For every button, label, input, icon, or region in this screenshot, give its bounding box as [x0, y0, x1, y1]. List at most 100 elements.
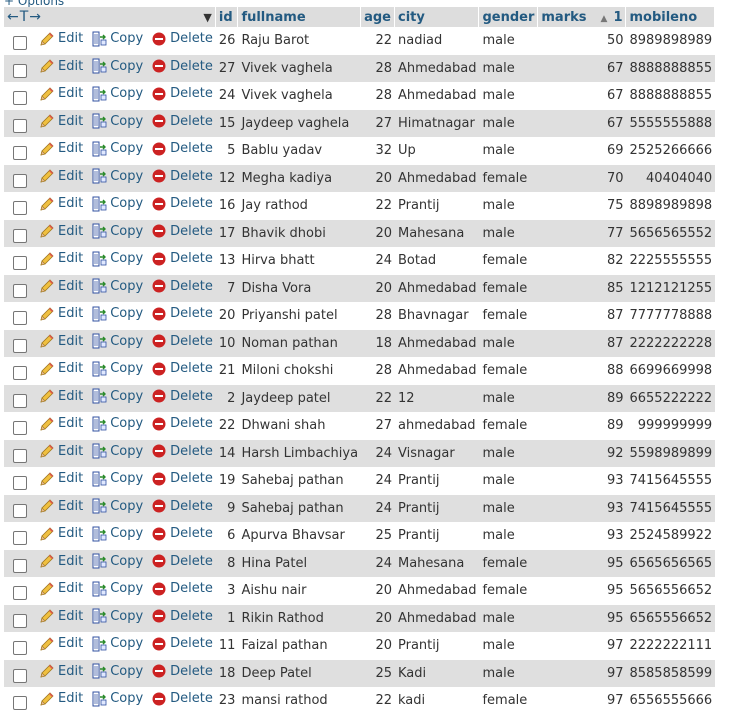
table-row[interactable]: Edit Copy Delete 13 Hirva bhatt 24 Botad female… [4, 247, 716, 275]
cell-mobileno[interactable]: 1212121255 [626, 274, 716, 302]
cell-age[interactable]: 28 [361, 302, 395, 330]
cell-age[interactable]: 24 [361, 247, 395, 275]
edit-link[interactable]: Edit [39, 416, 83, 432]
cell-city[interactable]: Prantij [394, 467, 480, 495]
cell-marks[interactable]: 95 [538, 577, 627, 605]
row-checkbox[interactable] [13, 201, 27, 216]
cell-city[interactable]: Prantij [394, 192, 480, 220]
cell-marks[interactable]: 97 [538, 659, 627, 687]
copy-link[interactable]: Copy [91, 443, 143, 459]
copy-link[interactable]: Copy [91, 471, 143, 487]
row-checkbox[interactable] [13, 366, 27, 381]
cell-id[interactable]: 1 [215, 604, 239, 632]
table-row[interactable]: Edit Copy Delete 14 Harsh Limbachiya 24 Visnag… [4, 439, 716, 467]
cell-city[interactable]: Ahmedabad [394, 54, 480, 82]
cell-id[interactable]: 15 [215, 109, 239, 137]
cell-gender[interactable]: female [479, 549, 539, 577]
table-row[interactable]: Edit Copy Delete 1 Rikin Rathod 20 Ahmedabad ma… [4, 604, 716, 632]
cell-id[interactable]: 23 [215, 687, 239, 715]
copy-link[interactable]: Copy [91, 553, 143, 569]
row-checkbox[interactable] [13, 311, 27, 326]
column-header-city[interactable]: city [394, 7, 480, 27]
cell-marks[interactable]: 70 [538, 164, 627, 192]
cell-marks[interactable]: 93 [538, 467, 627, 495]
cell-id[interactable]: 18 [215, 659, 239, 687]
cell-id[interactable]: 12 [215, 164, 239, 192]
cell-fullname[interactable]: Sahebaj pathan [238, 494, 362, 522]
cell-gender[interactable]: male [479, 82, 539, 110]
cell-fullname[interactable]: Disha Vora [238, 274, 362, 302]
copy-link[interactable]: Copy [91, 581, 143, 597]
cell-id[interactable]: 24 [215, 82, 239, 110]
cell-marks[interactable]: 95 [538, 549, 627, 577]
delete-link[interactable]: Delete [151, 141, 213, 157]
copy-link[interactable]: Copy [91, 663, 143, 679]
delete-link[interactable]: Delete [151, 278, 213, 294]
cell-mobileno[interactable]: 2222222228 [626, 329, 716, 357]
cell-id[interactable]: 9 [215, 494, 239, 522]
cell-gender[interactable]: male [479, 439, 539, 467]
cell-mobileno[interactable]: 999999999 [626, 412, 716, 440]
row-checkbox[interactable] [13, 256, 27, 271]
row-checkbox[interactable] [13, 421, 27, 436]
cell-gender[interactable]: female [479, 247, 539, 275]
table-row[interactable]: Edit Copy Delete 27 Vivek vaghela 28 Ahmedabad… [4, 54, 716, 82]
cell-mobileno[interactable]: 6565556652 [626, 604, 716, 632]
cell-id[interactable]: 7 [215, 274, 239, 302]
cell-city[interactable]: Mahesana [394, 219, 480, 247]
delete-link[interactable]: Delete [151, 196, 213, 212]
copy-link[interactable]: Copy [91, 388, 143, 404]
cell-fullname[interactable]: Faizal pathan [238, 632, 362, 660]
cell-city[interactable]: Ahmedabad [394, 329, 480, 357]
cell-age[interactable]: 25 [361, 659, 395, 687]
table-row[interactable]: Edit Copy Delete 9 Sahebaj pathan 24 Prantij ma… [4, 494, 716, 522]
cell-age[interactable]: 20 [361, 219, 395, 247]
cell-fullname[interactable]: Priyanshi patel [238, 302, 362, 330]
cell-id[interactable]: 27 [215, 54, 239, 82]
cell-mobileno[interactable]: 6699669998 [626, 357, 716, 385]
edit-link[interactable]: Edit [39, 471, 83, 487]
cell-fullname[interactable]: Jay rathod [238, 192, 362, 220]
copy-link[interactable]: Copy [91, 196, 143, 212]
cell-gender[interactable]: male [479, 192, 539, 220]
table-row[interactable]: Edit Copy Delete 20 Priyanshi patel 28 Bhavnag… [4, 302, 716, 330]
cell-marks[interactable]: 67 [538, 109, 627, 137]
cell-gender[interactable]: male [479, 219, 539, 247]
row-checkbox[interactable] [13, 613, 27, 628]
edit-link[interactable]: Edit [39, 526, 83, 542]
cell-id[interactable]: 17 [215, 219, 239, 247]
delete-link[interactable]: Delete [151, 388, 213, 404]
cell-id[interactable]: 19 [215, 467, 239, 495]
cell-city[interactable]: Visnagar [394, 439, 480, 467]
cell-city[interactable]: Ahmedabad [394, 164, 480, 192]
row-checkbox[interactable] [13, 228, 27, 243]
cell-mobileno[interactable]: 5656565552 [626, 219, 716, 247]
cell-fullname[interactable]: Megha kadiya [238, 164, 362, 192]
arrow-right-icon[interactable]: → [29, 9, 42, 25]
cell-gender[interactable]: male [479, 384, 539, 412]
cell-age[interactable]: 18 [361, 329, 395, 357]
edit-link[interactable]: Edit [39, 58, 83, 74]
copy-link[interactable]: Copy [91, 526, 143, 542]
cell-gender[interactable]: male [479, 54, 539, 82]
delete-link[interactable]: Delete [151, 361, 213, 377]
column-header-marks[interactable]: marks ▲ 1 [538, 7, 627, 27]
cell-marks[interactable]: 82 [538, 247, 627, 275]
delete-link[interactable]: Delete [151, 58, 213, 74]
cell-mobileno[interactable]: 2225555555 [626, 247, 716, 275]
delete-link[interactable]: Delete [151, 251, 213, 267]
delete-link[interactable]: Delete [151, 86, 213, 102]
arrow-left-icon[interactable]: ← [7, 9, 19, 25]
edit-link[interactable]: Edit [39, 168, 83, 184]
cell-gender[interactable]: female [479, 164, 539, 192]
cell-age[interactable]: 32 [361, 137, 395, 165]
table-row[interactable]: Edit Copy Delete 12 Megha kadiya 20 Ahmedabad f… [4, 164, 716, 192]
table-row[interactable]: Edit Copy Delete 6 Apurva Bhavsar 25 Prantij ma… [4, 522, 716, 550]
cell-marks[interactable]: 85 [538, 274, 627, 302]
cell-fullname[interactable]: Noman pathan [238, 329, 362, 357]
cell-mobileno[interactable]: 8989898989 [626, 27, 716, 55]
cell-marks[interactable]: 75 [538, 192, 627, 220]
cell-mobileno[interactable]: 5656556652 [626, 577, 716, 605]
cell-id[interactable]: 3 [215, 577, 239, 605]
edit-link[interactable]: Edit [39, 581, 83, 597]
